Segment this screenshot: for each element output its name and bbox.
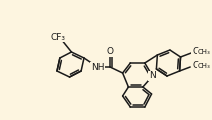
Text: CH₃: CH₃ (198, 49, 211, 55)
Text: N: N (149, 72, 156, 81)
Text: O: O (192, 61, 199, 71)
Text: CF₃: CF₃ (50, 33, 66, 42)
Text: O: O (192, 48, 199, 57)
Text: O: O (107, 48, 114, 57)
Text: NH: NH (91, 63, 104, 72)
Text: CH₃: CH₃ (198, 63, 211, 69)
